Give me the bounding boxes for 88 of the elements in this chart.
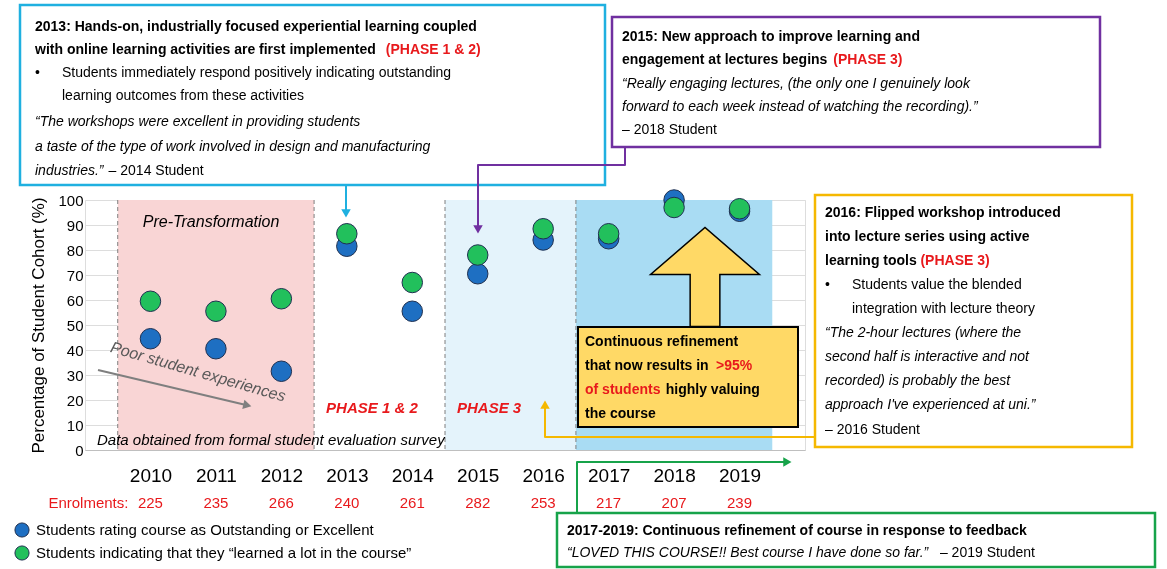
- text: integration with lecture theory: [852, 300, 1035, 316]
- text: “The workshops were excellent in providing students: [35, 113, 361, 129]
- x-tick-label: 2012: [260, 464, 303, 486]
- text: Enrolments:: [48, 494, 129, 511]
- text: •: [35, 64, 40, 80]
- point: [270, 288, 293, 310]
- point: [205, 338, 227, 360]
- text: 2015: New approach to improve learning and: [622, 28, 920, 44]
- y-tick-label: 70: [66, 266, 84, 284]
- text: (PHASE 3): [920, 252, 990, 268]
- text: learning outcomes from these activities: [62, 87, 304, 103]
- text: with online learning activities are first implemented: [34, 41, 376, 57]
- y-tick-label: 10: [66, 416, 84, 434]
- text: engagement at lectures begins: [622, 51, 828, 67]
- point: [466, 244, 489, 266]
- text: – 2016 Student: [825, 421, 921, 437]
- text: “Really engaging lectures, (the only one I genuinely look: [622, 75, 971, 91]
- legend-label: Students indicating that they “learned a lot in the course”: [36, 544, 412, 561]
- x-tick-label: 2010: [129, 464, 173, 486]
- x-tick-label: 2014: [391, 464, 435, 486]
- text: 282: [465, 494, 491, 511]
- x-tick-label: 2018: [653, 464, 696, 486]
- text: forward to each week instead of watching the recording).”: [622, 98, 979, 114]
- x-tick-label: 2013: [326, 464, 369, 486]
- x-tick-label: 2015: [457, 464, 500, 486]
- text: industries.”: [35, 162, 105, 178]
- annotation: that now results in: [585, 357, 709, 373]
- y-tick-label: 80: [66, 241, 84, 259]
- y-axis-title: Percentage of Student Cohort (%): [29, 197, 49, 454]
- annotation: highly valuing: [665, 381, 760, 397]
- x-tick-label: 2017: [588, 464, 631, 486]
- y-tick-label: 0: [75, 441, 84, 459]
- band-label: PHASE 1 & 2: [326, 399, 419, 416]
- point: [663, 196, 685, 219]
- text: second half is interactive and not: [825, 348, 1031, 364]
- text: recorded) is probably the best: [825, 372, 1012, 388]
- point: [466, 263, 489, 285]
- annotation: the course: [585, 405, 657, 421]
- y-tick-label: 60: [66, 291, 84, 309]
- text: 253: [530, 494, 556, 511]
- text: learning tools: [825, 252, 917, 268]
- text: – 2014 Student: [108, 162, 204, 178]
- annotation: of students: [585, 381, 661, 397]
- annotation: >95%: [716, 357, 753, 373]
- y-tick-label: 20: [66, 391, 84, 409]
- band-label: Pre-Transformation: [142, 213, 280, 230]
- legend-label: Students rating course as Outstanding or Excellent: [36, 521, 375, 538]
- x-tick-label: 2011: [195, 464, 237, 486]
- text: 240: [334, 494, 360, 511]
- text: •: [825, 276, 830, 292]
- text: “The 2-hour lectures (where the: [825, 324, 1022, 340]
- text: 261: [399, 494, 425, 511]
- point: [597, 223, 620, 245]
- y-tick-label: 40: [66, 341, 84, 359]
- point: [401, 300, 424, 322]
- text: 225: [137, 494, 163, 511]
- point: [401, 271, 424, 294]
- x-tick-label: 2019: [718, 464, 762, 486]
- text: Students immediately respond positively indicating outstanding: [62, 64, 452, 80]
- text: 2016: Flipped workshop introduced: [825, 204, 1061, 220]
- text: (PHASE 1 & 2): [385, 41, 481, 57]
- text: 235: [203, 494, 229, 511]
- x-tick-label: 2016: [522, 464, 565, 486]
- text: a taste of the type of work involved in design and manufacturing: [35, 138, 431, 154]
- text: into lecture series using active: [825, 228, 1030, 244]
- point: [205, 300, 227, 322]
- text: Students value the blended: [852, 276, 1022, 292]
- point: [336, 223, 358, 245]
- y-tick-label: 30: [66, 366, 84, 384]
- text: 217: [596, 494, 622, 511]
- text: 2017-2019: Continuous refinement of course in response to feedback: [567, 522, 1027, 538]
- text: – 2018 Student: [622, 121, 718, 137]
- text: 207: [661, 494, 687, 511]
- point: [532, 218, 554, 240]
- text: 266: [268, 494, 294, 511]
- annotation: Data obtained from formal student evaluation survey: [97, 431, 447, 448]
- text: 2013: Hands-on, industrially focused experiential learning coupled: [35, 18, 477, 34]
- text: 239: [727, 494, 753, 511]
- point: [139, 290, 162, 312]
- band-label: PHASE 3: [457, 399, 522, 416]
- text: “LOVED THIS COURSE!! Best course I have done so far.”: [567, 544, 930, 560]
- annotation: Continuous refinement: [585, 333, 739, 349]
- text: (PHASE 3): [833, 51, 903, 67]
- y-tick-label: 50: [66, 316, 84, 334]
- y-tick-label: 90: [66, 216, 84, 234]
- text: – 2019 Student: [939, 544, 1035, 560]
- y-tick-label: 100: [58, 191, 84, 209]
- text: approach I've experienced at uni.”: [825, 396, 1037, 412]
